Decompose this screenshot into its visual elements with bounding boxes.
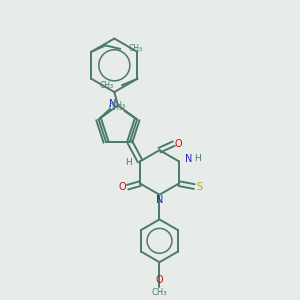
Text: CH₃: CH₃	[129, 44, 143, 53]
Text: O: O	[156, 275, 163, 285]
Text: H: H	[194, 154, 201, 164]
Text: CH₃: CH₃	[109, 103, 123, 112]
Text: CH₃: CH₃	[152, 288, 167, 297]
Text: N: N	[109, 99, 116, 109]
Text: N: N	[156, 195, 163, 205]
Text: O: O	[175, 139, 182, 148]
Text: S: S	[196, 182, 202, 192]
Text: N: N	[185, 154, 192, 164]
Text: CH₃: CH₃	[100, 81, 114, 90]
Text: CH₃: CH₃	[112, 101, 126, 110]
Text: H: H	[125, 158, 132, 167]
Text: O: O	[118, 182, 126, 192]
